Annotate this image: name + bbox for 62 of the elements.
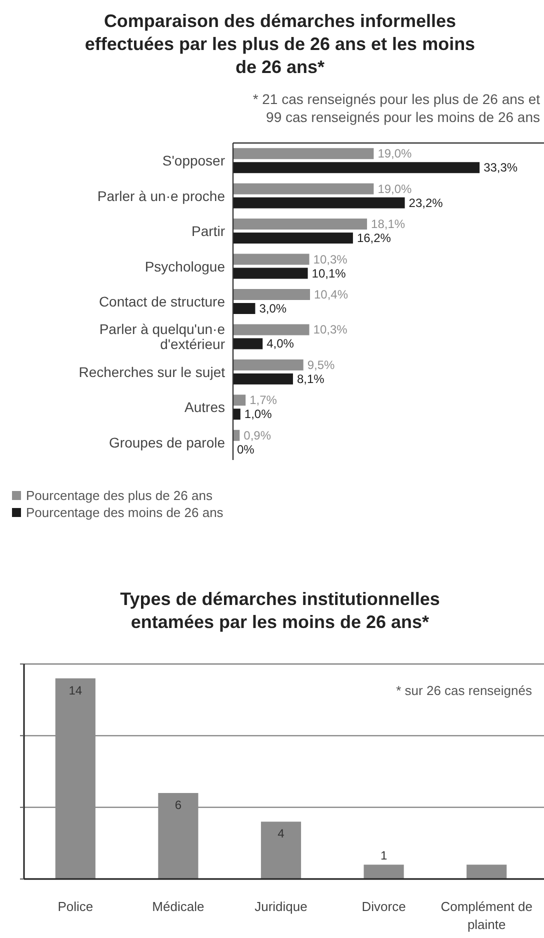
bar bbox=[233, 218, 368, 230]
bar bbox=[233, 148, 374, 160]
y-tick-label: Psychologue bbox=[144, 258, 226, 274]
data-label: 0,9% bbox=[244, 428, 272, 442]
text: * 21 cas renseignés pour les plus de 26 ans et 99 cas renseignés pour les moins de 26 ans bbox=[252, 91, 540, 125]
x-tick-label: Médicale bbox=[152, 899, 204, 914]
bar bbox=[233, 268, 308, 279]
bar bbox=[233, 373, 293, 384]
x-tick-label: Complément de plainte bbox=[440, 899, 532, 932]
bar bbox=[233, 254, 310, 265]
bar bbox=[233, 183, 374, 194]
annotation: * sur 26 cas renseignés bbox=[396, 683, 532, 698]
bar bbox=[233, 162, 480, 174]
data-label: 10,1% bbox=[312, 266, 346, 280]
data-label: 9,5% bbox=[307, 358, 336, 372]
data-label: 10,3% bbox=[313, 252, 348, 266]
chart-title: Comparaison des démarches informelles effectuées par les plus de 26 ans et les moins de 26 ans* bbox=[84, 11, 476, 77]
data-label: 1,7% bbox=[250, 393, 278, 408]
data-label: 19,0% bbox=[378, 146, 412, 161]
y-tick-label: Parler à quelqu'un·e d'extérieur bbox=[99, 321, 226, 352]
data-label: 10,4% bbox=[314, 288, 348, 302]
x-tick-label: Juridique bbox=[254, 899, 308, 914]
bar bbox=[233, 289, 310, 300]
data-label: 10,3% bbox=[313, 322, 348, 337]
y-tick-label: Autres bbox=[184, 399, 225, 416]
bar bbox=[233, 430, 240, 441]
data-label: 4 bbox=[278, 826, 285, 841]
y-tick-label: Recherches sur le sujet bbox=[78, 364, 226, 380]
data-label: 1,0% bbox=[244, 407, 272, 422]
y-tick-label: S'opposer bbox=[162, 152, 226, 169]
data-label: 18,1% bbox=[371, 217, 406, 232]
data-label: 16,2% bbox=[356, 231, 392, 246]
bar bbox=[233, 303, 256, 314]
bar bbox=[233, 408, 240, 420]
data-label: 3,0% bbox=[259, 302, 287, 316]
bar bbox=[233, 394, 246, 406]
bar bbox=[233, 338, 263, 350]
bar bbox=[364, 864, 404, 879]
y-tick-label: Contact de structure bbox=[98, 294, 226, 310]
legend-label: Pourcentage des plus de 26 ans bbox=[26, 488, 213, 503]
x-tick-label: Police bbox=[58, 899, 94, 914]
y-tick-label: Partir bbox=[192, 223, 226, 240]
y-tick-label: Groupes de parole bbox=[109, 434, 226, 450]
y-tick-label: Parler à un·e proche bbox=[97, 188, 226, 204]
bar bbox=[466, 864, 507, 879]
x-tick-label: Divorce bbox=[362, 899, 406, 914]
bar bbox=[233, 359, 304, 370]
chart-title: Types de démarches institutionnelles entamées par les moins de 26 ans* bbox=[120, 589, 440, 632]
data-label: 8,1% bbox=[296, 372, 325, 386]
data-label: 1 bbox=[380, 848, 388, 863]
bar bbox=[233, 197, 405, 208]
data-label: 6 bbox=[174, 798, 182, 812]
bar bbox=[233, 324, 310, 336]
data-label: 14 bbox=[68, 683, 82, 698]
data-label: 33,3% bbox=[484, 160, 518, 175]
data-label: 23,2% bbox=[408, 196, 444, 210]
data-label: 4,0% bbox=[266, 336, 294, 351]
data-label: 19,0% bbox=[378, 182, 412, 196]
legend-label: Pourcentage des moins de 26 ans bbox=[26, 505, 224, 520]
data-label: 0% bbox=[237, 442, 255, 456]
bar bbox=[233, 232, 353, 244]
bar bbox=[260, 822, 302, 879]
